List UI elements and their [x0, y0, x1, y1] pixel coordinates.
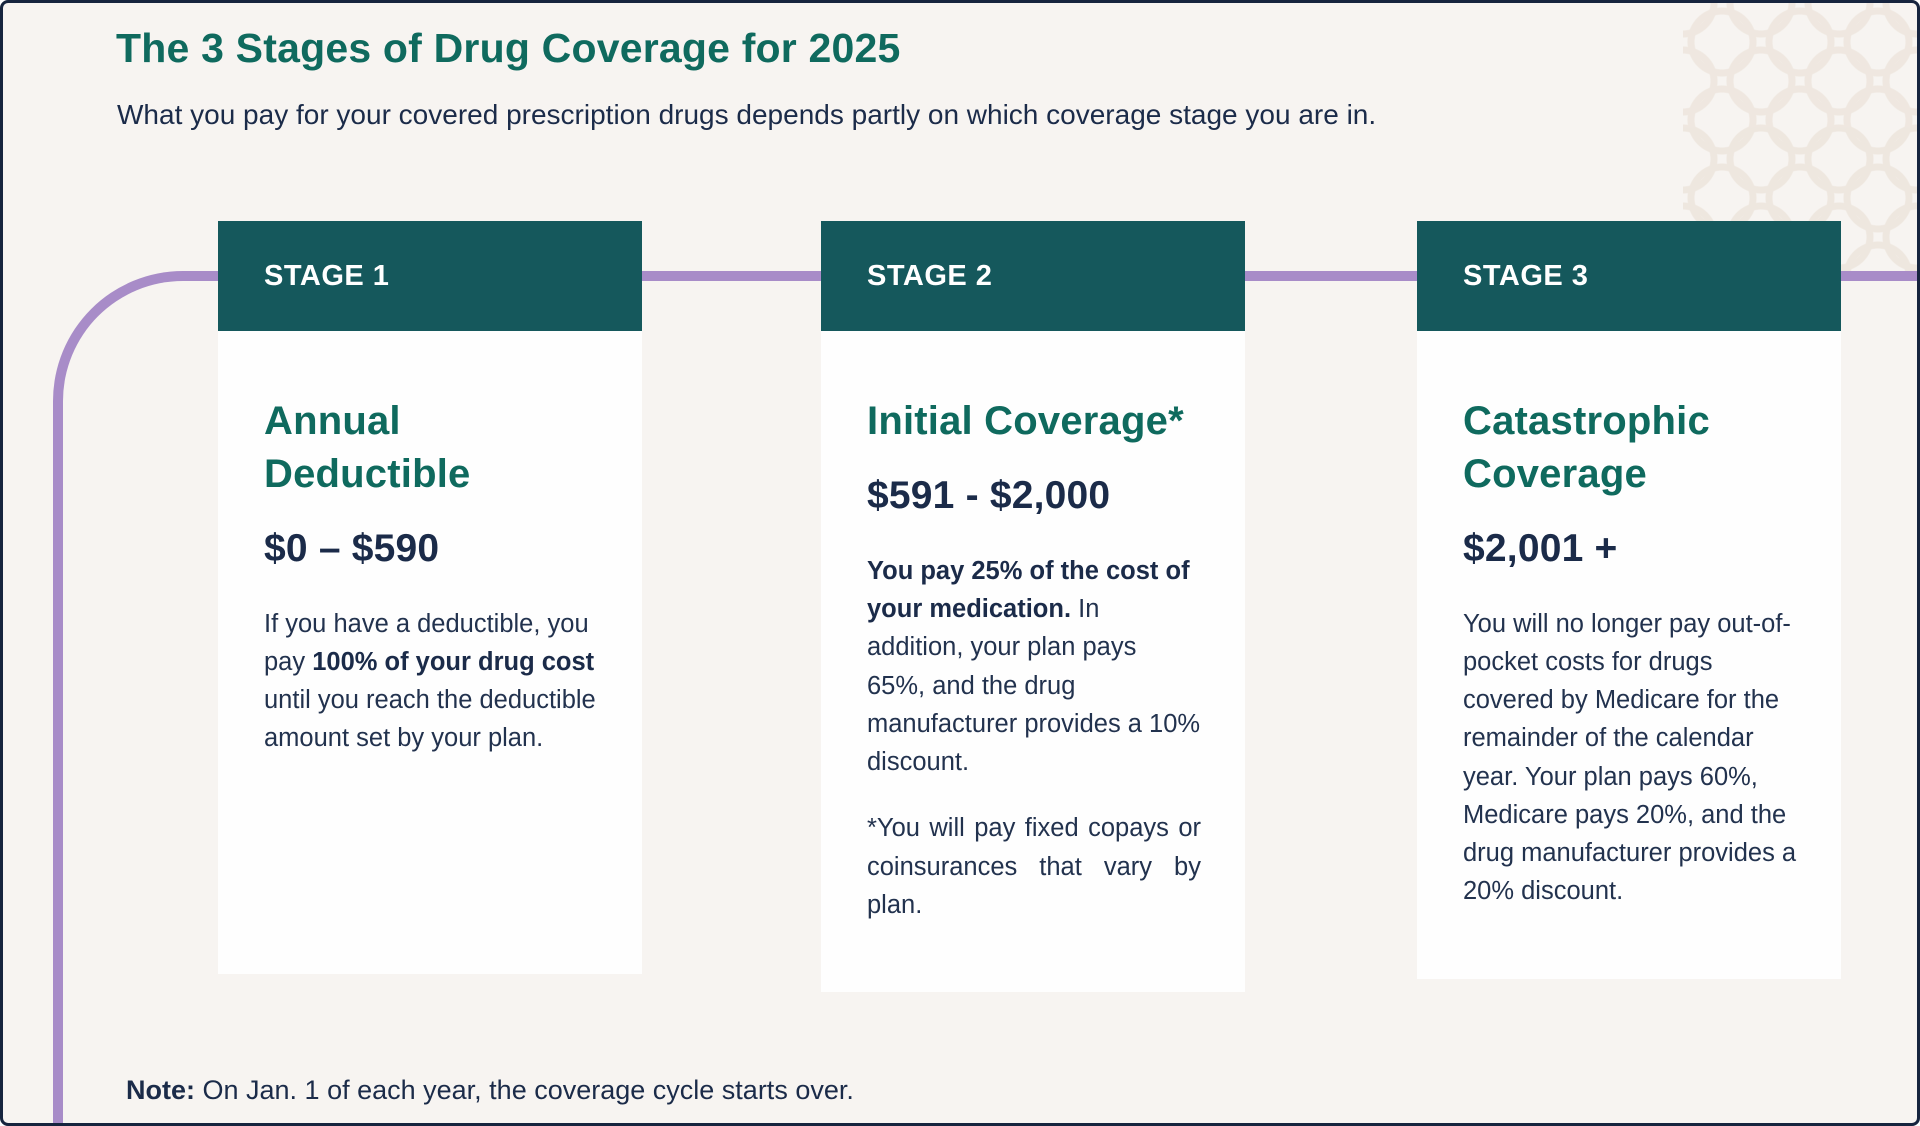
stage-2-description: You pay 25% of the cost of your medicati… [867, 552, 1201, 924]
stage-1-title: Annual Deductible [264, 399, 471, 496]
coverage-flow-line-segment-1-2 [642, 271, 821, 281]
stage-3-description: You will no longer pay out-of-pocket cos… [1463, 605, 1797, 911]
stage-3-title: Catastrophic Coverage [1463, 399, 1710, 496]
stage-2-card: STAGE 2 Initial Coverage* $591 - $2,000 … [821, 221, 1245, 993]
stage-2-title: Initial Coverage* [867, 399, 1184, 443]
page-subtitle: What you pay for your covered prescripti… [117, 99, 1377, 130]
stage-3-badge: STAGE 3 [1463, 259, 1589, 292]
footer-note-label: Note: [126, 1075, 195, 1105]
stage-1-card: STAGE 1 Annual Deductible $0 – $590 If y… [218, 221, 642, 974]
description-paragraph: *You will pay fixed copays or coinsuranc… [867, 814, 1201, 919]
stage-2-body: Initial Coverage* $591 - $2,000 You pay … [821, 331, 1245, 993]
stage-1-badge: STAGE 1 [264, 259, 390, 292]
coverage-flow-line-segment-2-3 [1245, 271, 1417, 281]
stage-1-description: If you have a deductible, you pay 100% o… [264, 605, 598, 758]
stage-3-card: STAGE 3 Catastrophic Coverage $2,001 + Y… [1417, 221, 1841, 979]
stage-3-header: STAGE 3 [1417, 221, 1841, 331]
stage-1-body: Annual Deductible $0 – $590 If you have … [218, 331, 642, 974]
footer-note: Note: On Jan. 1 of each year, the covera… [126, 1075, 854, 1106]
footer-note-text: On Jan. 1 of each year, the coverage cyc… [195, 1075, 854, 1105]
coverage-flow-line-corner [53, 271, 218, 1123]
coverage-flow-line-segment-exit [1841, 271, 1917, 281]
stage-3-body: Catastrophic Coverage $2,001 + You will … [1417, 331, 1841, 979]
page-title: The 3 Stages of Drug Coverage for 2025 [116, 25, 901, 71]
stage-3-amount-range: $2,001 + [1463, 526, 1618, 570]
stage-2-header: STAGE 2 [821, 221, 1245, 331]
stage-2-badge: STAGE 2 [867, 259, 993, 292]
stage-1-header: STAGE 1 [218, 221, 642, 331]
stage-1-amount-range: $0 – $590 [264, 526, 440, 570]
description-paragraph: If you have a deductible, you pay 100% o… [264, 609, 596, 753]
stage-2-amount-range: $591 - $2,000 [867, 473, 1111, 517]
description-paragraph: You pay 25% of the cost of your medicati… [867, 556, 1201, 777]
description-paragraph: You will no longer pay out-of-pocket cos… [1463, 609, 1797, 906]
